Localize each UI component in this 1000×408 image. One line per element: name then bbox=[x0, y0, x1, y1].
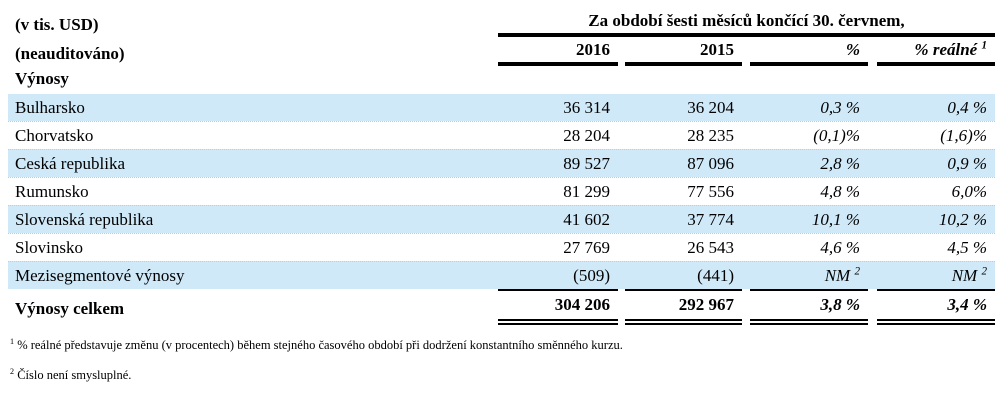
value-pct: 2,8 % bbox=[820, 154, 860, 173]
value-pct-real: 4,5 % bbox=[947, 238, 987, 257]
footnote-2: 2 Číslo není smysluplné. bbox=[10, 366, 623, 383]
total-value-2016: 304 206 bbox=[498, 289, 618, 325]
value-2016: 36 314 bbox=[563, 98, 610, 117]
value-pct-real: (1,6)% bbox=[940, 126, 987, 145]
row-label: Ceská republika bbox=[15, 154, 125, 173]
unit-label: (v tis. USD) bbox=[15, 15, 99, 34]
value-pct-real: 0,9 % bbox=[947, 154, 987, 173]
col-header-pct: % bbox=[750, 38, 868, 66]
row-label: Chorvatsko bbox=[15, 126, 94, 145]
value-2015: 77 556 bbox=[687, 182, 734, 201]
table-row-rumunsko: Rumunsko 81 299 77 556 4,8 % 6,0% bbox=[8, 177, 995, 205]
footnote-1: 1 % reálné představuje změnu (v procente… bbox=[10, 336, 623, 353]
revenue-table: (v tis. USD) Za období šesti měsíců konč… bbox=[8, 8, 995, 325]
value-2015: (441) bbox=[697, 266, 734, 285]
value-pct: 0,3 % bbox=[820, 98, 860, 117]
footnotes: 1 % reálné představuje změnu (v procente… bbox=[10, 336, 623, 398]
total-value-pct-real: 3,4 % bbox=[877, 289, 995, 325]
footnote-ref-2: 2 bbox=[981, 265, 987, 278]
value-pct: NM 2 bbox=[750, 262, 868, 289]
value-2015: 26 543 bbox=[687, 238, 734, 257]
period-header: Za období šesti měsíců končící 30. červn… bbox=[498, 8, 995, 37]
value-pct-real: NM 2 bbox=[877, 262, 995, 289]
row-label: Rumunsko bbox=[15, 182, 89, 201]
value-2016: 27 769 bbox=[563, 238, 610, 257]
col-header-2015: 2015 bbox=[625, 38, 742, 66]
table-row-bulharsko: Bulharsko 36 314 36 204 0,3 % 0,4 % bbox=[8, 94, 995, 121]
footnote-ref-1: 1 bbox=[981, 39, 987, 52]
value-2016: 81 299 bbox=[563, 182, 610, 201]
total-label: Výnosy celkem bbox=[15, 299, 125, 318]
audit-label: (neauditováno) bbox=[15, 44, 125, 63]
row-label: Slovinsko bbox=[15, 238, 84, 257]
table-row-ceska-republika: Ceská republika 89 527 87 096 2,8 % 0,9 … bbox=[8, 149, 995, 177]
row-label: Mezisegmentové výnosy bbox=[15, 266, 185, 285]
table-row-slovinsko: Slovinsko 27 769 26 543 4,6 % 4,5 % bbox=[8, 233, 995, 261]
value-pct: 10,1 % bbox=[811, 210, 860, 229]
footnote-ref-2: 2 bbox=[854, 265, 860, 278]
value-2016: 41 602 bbox=[563, 210, 610, 229]
value-2015: 37 774 bbox=[687, 210, 734, 229]
value-pct: 4,6 % bbox=[820, 238, 860, 257]
value-pct: (0,1)% bbox=[813, 126, 860, 145]
col-header-2016: 2016 bbox=[498, 38, 618, 66]
value-2015: 87 096 bbox=[687, 154, 734, 173]
value-pct-real: 0,4 % bbox=[947, 98, 987, 117]
table-row-slovenska-republika: Slovenská republika 41 602 37 774 10,1 %… bbox=[8, 205, 995, 233]
total-row: Výnosy celkem 304 206 292 967 3,8 % 3,4 … bbox=[8, 289, 995, 325]
value-2015: 28 235 bbox=[687, 126, 734, 145]
section-label: Výnosy bbox=[15, 69, 69, 88]
footnote-1-sup: 1 bbox=[10, 336, 15, 346]
value-2016: (509) bbox=[573, 266, 610, 285]
footnote-2-text: Číslo není smysluplné. bbox=[14, 368, 132, 382]
col-header-pct-real: % reálné 1 bbox=[877, 38, 995, 66]
table-header-row-period: (v tis. USD) Za období šesti měsíců konč… bbox=[8, 8, 995, 37]
table-row-chorvatsko: Chorvatsko 28 204 28 235 (0,1)% (1,6)% bbox=[8, 121, 995, 149]
footnote-2-sup: 2 bbox=[10, 366, 15, 376]
value-pct-real: 6,0% bbox=[951, 182, 987, 201]
value-2016: 28 204 bbox=[563, 126, 610, 145]
value-2015: 36 204 bbox=[687, 98, 734, 117]
table-row-mezisegmentove-vynosy: Mezisegmentové výnosy (509) (441) NM 2 N… bbox=[8, 261, 995, 289]
col-header-pct-real-label: % reálné bbox=[914, 40, 982, 59]
nm-label: NM bbox=[824, 266, 855, 285]
table-header-row-columns: (neauditováno) 2016 2015 % % reálné 1 bbox=[8, 38, 995, 66]
value-2016: 89 527 bbox=[563, 154, 610, 173]
total-value-2015: 292 967 bbox=[625, 289, 742, 325]
footnote-1-text: % reálné představuje změnu (v procentech… bbox=[14, 338, 623, 352]
value-pct: 4,8 % bbox=[820, 182, 860, 201]
total-value-pct: 3,8 % bbox=[750, 289, 868, 325]
row-label: Slovenská republika bbox=[15, 210, 154, 229]
row-label: Bulharsko bbox=[15, 98, 85, 117]
value-pct-real: 10,2 % bbox=[938, 210, 987, 229]
nm-label: NM bbox=[951, 266, 982, 285]
section-row-revenues: Výnosy bbox=[8, 66, 995, 94]
